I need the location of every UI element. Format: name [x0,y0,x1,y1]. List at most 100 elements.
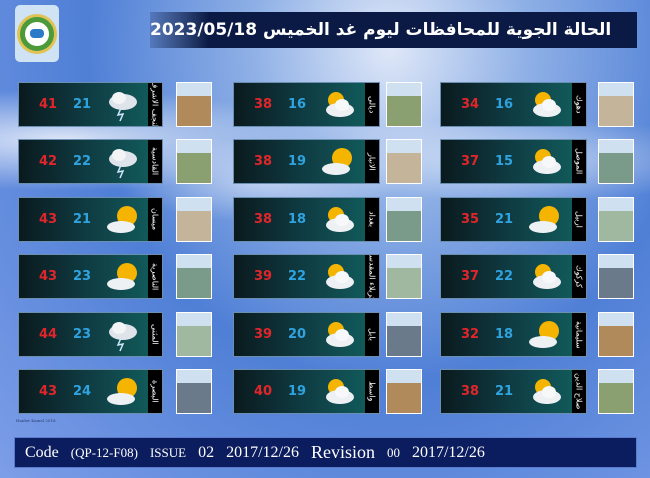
city-name: واسط [365,370,379,413]
city-name: صلاح الدين [572,370,586,413]
city-name: الناصرية [148,255,162,298]
max-temp: 39 [254,327,273,342]
min-temp: 22 [73,154,92,169]
min-temp: 24 [73,384,92,399]
min-temp: 23 [73,269,92,284]
city-photo [176,254,212,299]
city-name: ميسان [148,198,162,241]
max-temp: 41 [39,97,58,112]
city-photo [176,197,212,242]
sun-cloud-icon [105,375,141,409]
max-temp: 37 [461,269,480,284]
city-photo [598,312,634,357]
code-label: Code [25,443,59,461]
city-photo [598,139,634,184]
partly-cloudy-icon [527,145,563,179]
city-photo [386,139,422,184]
max-temp: 43 [39,212,58,227]
partly-cloudy-icon [320,260,356,294]
city-name: الموصل [572,140,586,183]
forecast-date: 2023/05/18 [150,20,258,40]
partly-cloudy-icon [320,375,356,409]
city-forecast-card: 38 18 بغداد [233,197,380,242]
min-temp: 16 [288,97,307,112]
city-photo [176,139,212,184]
code-value: (QP-12-F08) [70,444,138,460]
max-temp: 43 [39,384,58,399]
max-temp: 43 [39,269,58,284]
min-temp: 19 [288,384,307,399]
city-forecast-card: 38 21 صلاح الدين [440,369,587,414]
max-temp: 38 [254,97,273,112]
max-temp: 35 [461,212,480,227]
min-temp: 18 [288,212,307,227]
credit: Haider Kamel 2018 [16,418,56,423]
issue-label: ISSUE [149,444,187,460]
city-forecast-card: 41 21 النجف الاشرف [18,82,163,127]
min-temp: 21 [495,212,514,227]
city-name: ديالى [365,83,379,126]
thunderstorm-icon [105,145,141,179]
city-name: النجف الاشرف [148,83,162,126]
city-photo [176,312,212,357]
min-temp: 20 [288,327,307,342]
page-header: الحالة الجوية للمحافظات ليوم غد الخميس 2… [150,12,637,48]
city-forecast-card: 39 20 بابل [233,312,380,357]
city-forecast-card: 40 19 واسط [233,369,380,414]
city-forecast-card: 37 15 الموصل [440,139,587,184]
city-forecast-card: 39 22 كربلاء المقدسة [233,254,380,299]
city-name: بغداد [365,198,379,241]
partly-cloudy-icon [527,88,563,122]
thunderstorm-icon [105,88,141,122]
city-forecast-card: 35 21 اربيل [440,197,587,242]
partly-cloudy-icon [527,260,563,294]
sun-cloud-icon [105,203,141,237]
city-forecast-card: 38 19 الانبار [233,139,380,184]
city-name: دهوك [572,83,586,126]
city-photo [386,312,422,357]
partly-cloudy-icon [320,88,356,122]
city-photo [386,254,422,299]
max-temp: 44 [39,327,58,342]
max-temp: 38 [461,384,480,399]
revision-value: 00 [386,444,400,460]
max-temp: 34 [461,97,480,112]
document-footer: Code (QP-12-F08) ISSUE 02 2017/12/26 Rev… [14,437,637,468]
city-name: البصرة [148,370,162,413]
min-temp: 22 [288,269,307,284]
sun-cloud-icon [527,203,563,237]
city-forecast-card: 37 22 كركوك [440,254,587,299]
revision-date: 2017/12/26 [411,443,485,461]
max-temp: 37 [461,154,480,169]
max-temp: 38 [254,154,273,169]
city-name: كربلاء المقدسة [365,255,379,298]
min-temp: 15 [495,154,514,169]
max-temp: 40 [254,384,273,399]
sun-cloud-icon [105,260,141,294]
city-forecast-card: 43 23 الناصرية [18,254,163,299]
min-temp: 18 [495,327,514,342]
city-photo [386,369,422,414]
city-name: القادسية [148,140,162,183]
city-forecast-card: 42 22 القادسية [18,139,163,184]
revision-label: Revision [310,442,375,462]
city-forecast-card: 44 23 المثنى [18,312,163,357]
city-name: سليمانية [572,313,586,356]
min-temp: 23 [73,327,92,342]
city-photo [598,82,634,127]
issue-value: 02 [198,443,215,461]
min-temp: 19 [288,154,307,169]
sun-cloud-icon [320,145,356,179]
partly-cloudy-icon [320,318,356,352]
city-photo [386,197,422,242]
min-temp: 22 [495,269,514,284]
city-name: بابل [365,313,379,356]
city-photo [598,254,634,299]
min-temp: 21 [73,212,92,227]
max-temp: 42 [39,154,58,169]
max-temp: 32 [461,327,480,342]
min-temp: 21 [73,97,92,112]
city-name: كركوك [572,255,586,298]
city-photo [176,369,212,414]
city-forecast-card: 34 16 دهوك [440,82,587,127]
